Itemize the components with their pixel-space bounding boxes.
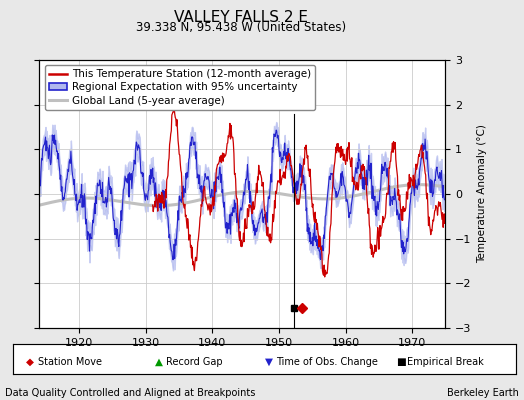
Text: ■: ■ xyxy=(396,357,406,367)
Text: Berkeley Earth: Berkeley Earth xyxy=(447,388,519,398)
Text: Empirical Break: Empirical Break xyxy=(407,357,484,367)
Text: Station Move: Station Move xyxy=(38,357,102,367)
Text: ◆: ◆ xyxy=(26,357,34,367)
Text: Record Gap: Record Gap xyxy=(166,357,223,367)
Text: Data Quality Controlled and Aligned at Breakpoints: Data Quality Controlled and Aligned at B… xyxy=(5,388,256,398)
Text: ▲: ▲ xyxy=(155,357,162,367)
Text: ▼: ▼ xyxy=(265,357,272,367)
Text: Time of Obs. Change: Time of Obs. Change xyxy=(276,357,378,367)
Text: VALLEY FALLS 2 E: VALLEY FALLS 2 E xyxy=(174,10,308,25)
Y-axis label: Temperature Anomaly (°C): Temperature Anomaly (°C) xyxy=(477,124,487,264)
Text: 39.338 N, 95.438 W (United States): 39.338 N, 95.438 W (United States) xyxy=(136,21,346,34)
Legend: This Temperature Station (12-month average), Regional Expectation with 95% uncer: This Temperature Station (12-month avera… xyxy=(45,65,315,110)
